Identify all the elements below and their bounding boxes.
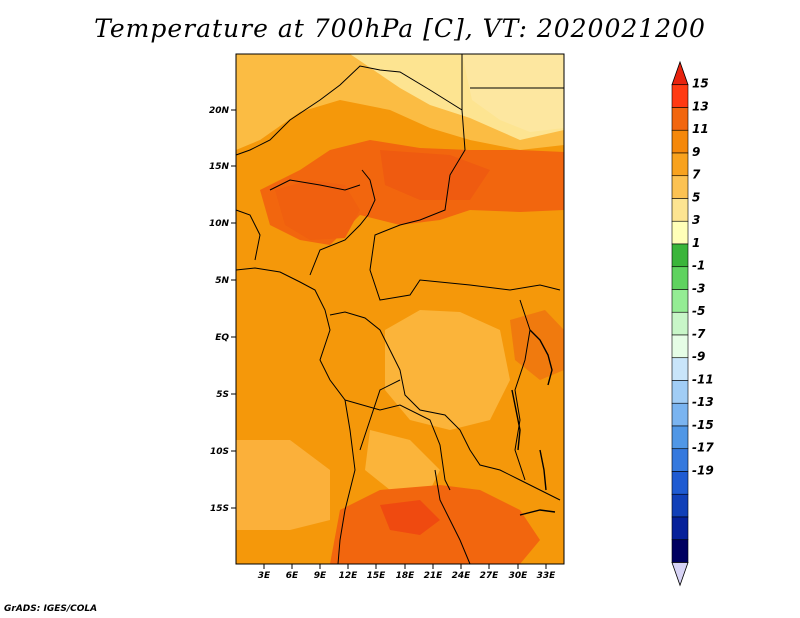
colorbar-label: -9 bbox=[692, 350, 705, 364]
lakes bbox=[511, 329, 556, 516]
colorbar-swatch bbox=[671, 243, 689, 268]
colorbar-swatch bbox=[671, 357, 689, 381]
colorbar-swatch bbox=[671, 220, 689, 245]
colorbar-label: -5 bbox=[692, 304, 705, 318]
colorbar-swatch bbox=[671, 84, 689, 108]
lon-label-12e: 12E bbox=[339, 571, 359, 581]
map-frame bbox=[235, 53, 565, 565]
colorbar-swatch bbox=[671, 402, 689, 427]
colorbar-swatch bbox=[671, 129, 689, 154]
colorbar-swatch bbox=[671, 152, 689, 177]
lon-label-30e: 30E bbox=[509, 571, 529, 581]
colorbar-label: 9 bbox=[692, 145, 700, 159]
colorbar-label: -13 bbox=[692, 395, 714, 409]
colorbar-label: 5 bbox=[692, 190, 700, 204]
colorbar-label: -11 bbox=[692, 372, 714, 386]
lat-label-5n: 5N bbox=[215, 276, 229, 286]
colorbar-label: 3 bbox=[692, 213, 700, 227]
colorbar-label: -19 bbox=[692, 463, 714, 477]
warm-patch-west bbox=[275, 180, 360, 240]
colorbar-label: 1 bbox=[692, 236, 700, 250]
colorbar-swatch bbox=[671, 334, 689, 359]
colorbar-label: -17 bbox=[692, 441, 714, 455]
lon-label-27e: 27E bbox=[480, 571, 500, 581]
colorbar-swatch bbox=[671, 198, 689, 222]
lat-label-10n: 10N bbox=[209, 219, 230, 229]
lon-label-9e: 9E bbox=[314, 571, 327, 581]
colorbar-swatch bbox=[671, 471, 689, 495]
colorbar-label: -7 bbox=[692, 327, 706, 341]
colorbar-swatch bbox=[671, 516, 689, 541]
lat-axis bbox=[231, 109, 236, 509]
warm-patch-east bbox=[380, 150, 490, 200]
colorbar-swatch bbox=[671, 493, 689, 518]
colorbar-label: 15 bbox=[692, 77, 709, 91]
lat-label-15s: 15S bbox=[210, 504, 229, 514]
colorbar-label: 7 bbox=[692, 168, 701, 182]
colorbar-top-arrow bbox=[671, 60, 689, 86]
colorbar-label: 13 bbox=[692, 99, 709, 113]
colorbar-bottom-arrow bbox=[671, 562, 689, 587]
southern-hot-core bbox=[380, 500, 440, 535]
colorbar-swatch bbox=[671, 380, 689, 404]
colorbar-label: 11 bbox=[692, 122, 709, 136]
colorbar-label: -1 bbox=[692, 259, 705, 273]
lat-label-10s: 10S bbox=[210, 447, 229, 457]
colorbar-swatch bbox=[671, 107, 689, 131]
colorbar-label: -3 bbox=[692, 281, 705, 295]
country-borders bbox=[235, 54, 564, 565]
map-field bbox=[236, 54, 564, 564]
northeast-cool-patch bbox=[462, 54, 564, 132]
lon-label-6e: 6E bbox=[286, 571, 299, 581]
grads-credit: GrADS: IGES/COLA bbox=[4, 604, 98, 614]
lon-label-21e: 21E bbox=[424, 571, 444, 581]
colorbar-swatch bbox=[671, 539, 689, 563]
lon-label-24e: 24E bbox=[452, 571, 472, 581]
south-cool-patch bbox=[365, 430, 440, 490]
lat-label-eq: EQ bbox=[215, 333, 229, 343]
lon-label-18e: 18E bbox=[396, 571, 416, 581]
lat-label-20n: 20N bbox=[209, 106, 230, 116]
west-cool-strip bbox=[236, 440, 330, 530]
central-cool-patch bbox=[385, 310, 510, 430]
colorbar-swatch bbox=[671, 425, 689, 450]
colorbar-swatch bbox=[671, 175, 689, 199]
colorbar-swatch bbox=[671, 266, 689, 290]
lat-label-15n: 15N bbox=[209, 162, 230, 172]
map-title: Temperature at 700hPa [C], VT: 202002120… bbox=[94, 14, 706, 43]
colorbar bbox=[671, 60, 689, 587]
lat-label-5s: 5S bbox=[216, 390, 229, 400]
colorbar-labels: 15 13 11 9 7 5 3 1 -1 -3 -5 -7 -9 -11 -13 -15 -17 -19 bbox=[692, 77, 714, 478]
colorbar-swatch bbox=[671, 289, 689, 313]
colorbar-swatch bbox=[671, 448, 689, 472]
colorbar-swatch bbox=[671, 311, 689, 336]
lon-label-3e: 3E bbox=[258, 571, 271, 581]
lon-label-15e: 15E bbox=[367, 571, 387, 581]
lon-axis bbox=[263, 564, 547, 569]
colorbar-label: -15 bbox=[692, 418, 714, 432]
lon-label-33e: 33E bbox=[537, 571, 557, 581]
